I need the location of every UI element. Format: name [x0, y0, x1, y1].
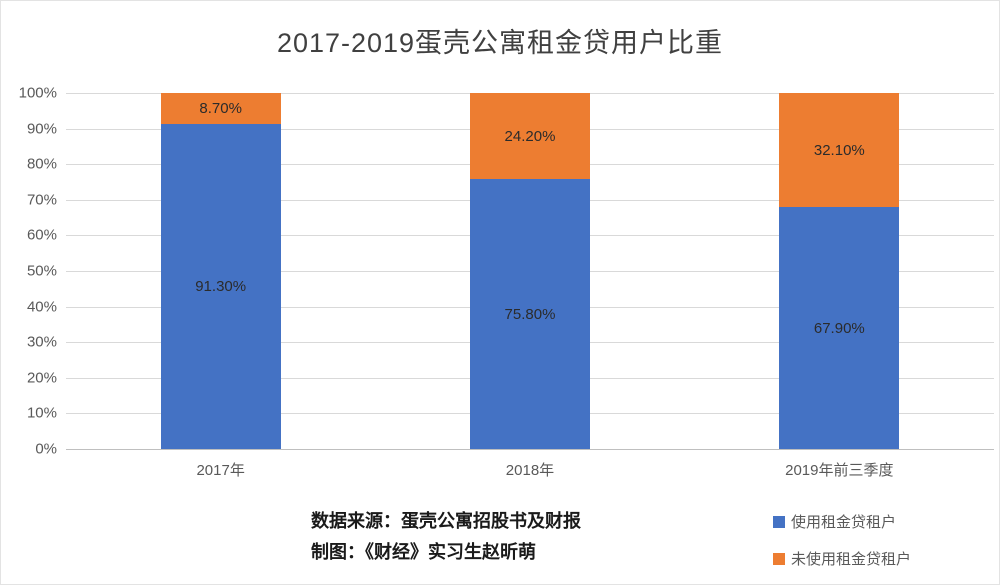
- y-tick-label: 0%: [35, 440, 57, 458]
- source-line-1: 数据来源：蛋壳公寓招股书及财报: [311, 511, 581, 531]
- y-tick-label: 50%: [26, 262, 57, 280]
- bar-column: 24.20% 75.80%: [375, 93, 684, 449]
- y-tick-label: 80%: [26, 155, 57, 173]
- bar-segment: 24.20%: [469, 93, 590, 180]
- bar-segment: 75.80%: [469, 179, 590, 449]
- source-line-2: 制图：《财经》实习生赵昕萌: [311, 542, 536, 562]
- y-tick-label: 60%: [26, 226, 57, 244]
- legend: 使用租金贷租户 未使用租金贷租户: [773, 511, 911, 569]
- stacked-bar: 8.70% 91.30%: [160, 93, 281, 449]
- data-label: 67.90%: [813, 319, 865, 337]
- bar-column: 8.70% 91.30%: [66, 93, 375, 449]
- legend-swatch: [773, 515, 785, 528]
- bar-segment: 67.90%: [779, 207, 900, 449]
- stacked-bar: 24.20% 75.80%: [469, 93, 590, 449]
- bar-column: 32.10% 67.90%: [685, 93, 994, 449]
- data-label: 8.70%: [199, 100, 242, 117]
- stacked-bar: 32.10% 67.90%: [779, 93, 900, 449]
- bar-segment: 32.10%: [779, 93, 900, 208]
- bar-segment: 91.30%: [160, 123, 281, 449]
- legend-label: 未使用租金贷租户: [791, 551, 912, 568]
- legend-item: 使用租金贷租户: [773, 511, 911, 532]
- legend-label: 使用租金贷租户: [791, 514, 897, 531]
- bar-segment: 8.70%: [160, 93, 281, 124]
- data-label: 32.10%: [813, 141, 865, 159]
- y-tick-label: 90%: [26, 120, 57, 138]
- chart-title: 2017-2019蛋壳公寓租金贷用户比重: [276, 28, 724, 58]
- data-label: 75.80%: [504, 305, 556, 323]
- y-tick-label: 40%: [26, 298, 57, 316]
- y-axis: 100% 90% 80% 70% 60% 50% 40% 30% 20% 10% 0%: [9, 85, 66, 458]
- legend-item: 未使用租金贷租户: [773, 548, 911, 569]
- x-axis: 2017年 2018年 2019年前三季度: [66, 459, 994, 480]
- y-tick-label: 10%: [26, 404, 57, 422]
- x-axis-label: 2019年前三季度: [785, 462, 894, 479]
- y-tick-label: 30%: [26, 333, 57, 351]
- x-axis-line: [66, 449, 994, 450]
- x-axis-label: 2017年: [196, 462, 245, 479]
- plot-area: 8.70% 91.30% 24.20% 75.80% 32.10% 67.90%: [66, 93, 994, 450]
- legend-swatch: [773, 552, 785, 565]
- x-axis-label: 2018年: [505, 462, 555, 479]
- source-text: 数据来源：蛋壳公寓招股书及财报 制图：《财经》实习生赵昕萌: [311, 506, 581, 568]
- plot-region: 100% 90% 80% 70% 60% 50% 40% 30% 20% 10% 0% 8.70% 9…: [9, 85, 994, 458]
- y-tick-label: 20%: [26, 369, 57, 387]
- y-tick-label: 100%: [18, 84, 57, 102]
- data-label: 91.30%: [195, 277, 247, 295]
- data-label: 24.20%: [504, 127, 556, 145]
- y-tick-label: 70%: [26, 191, 57, 209]
